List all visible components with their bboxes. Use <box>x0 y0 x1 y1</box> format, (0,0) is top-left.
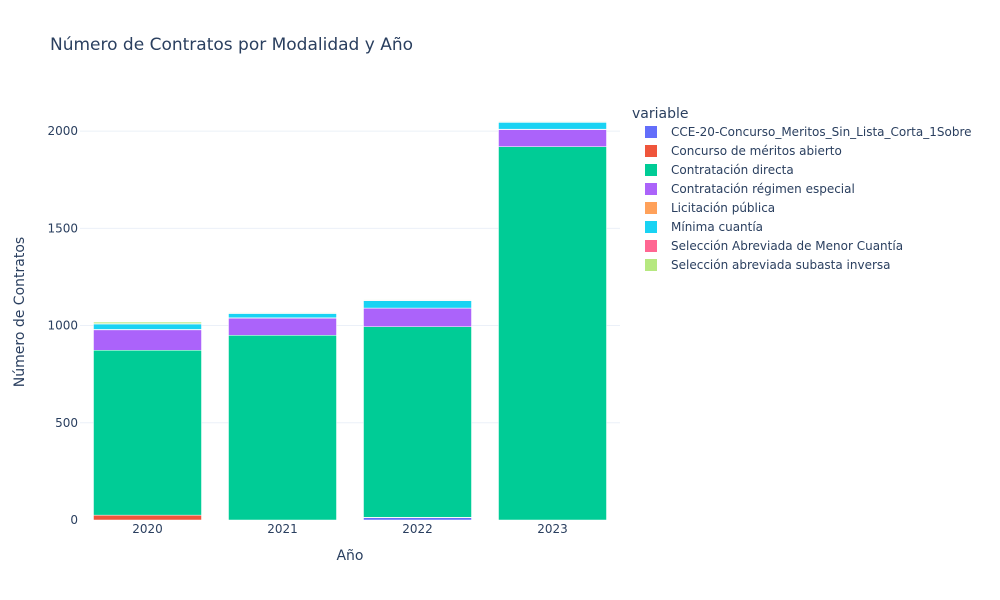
bar-segment <box>228 335 337 521</box>
x-tick-label: 2020 <box>132 522 163 536</box>
bar-segment <box>498 121 607 123</box>
bar-segment <box>93 321 202 324</box>
legend-swatch <box>645 183 657 195</box>
legend-label: Concurso de méritos abierto <box>671 144 842 158</box>
bar-segment <box>93 323 202 330</box>
legend-item[interactable]: Contratación régimen especial <box>645 182 855 196</box>
bar-segment <box>228 312 337 314</box>
legend-item[interactable]: Selección abreviada subasta inversa <box>645 258 891 272</box>
legend-item[interactable]: Mínima cuantía <box>645 220 763 234</box>
bar-segment <box>93 514 202 521</box>
y-tick-label: 500 <box>55 416 78 430</box>
bar-segment <box>228 313 337 319</box>
bar-segment <box>93 350 202 516</box>
y-tick-label: 0 <box>70 513 78 527</box>
legend-swatch <box>645 259 657 271</box>
legend-label: Mínima cuantía <box>671 220 763 234</box>
legend-label: Contratación régimen especial <box>671 182 855 196</box>
legend-label: CCE-20-Concurso_Meritos_Sin_Lista_Corta_… <box>671 125 972 139</box>
y-tick-label: 1500 <box>47 221 78 235</box>
legend-label: Licitación pública <box>671 201 775 215</box>
y-tick-label: 2000 <box>47 124 78 138</box>
legend-label: Selección Abreviada de Menor Cuantía <box>671 239 903 253</box>
legend-label: Contratación directa <box>671 163 794 177</box>
bar-segment <box>228 317 337 336</box>
legend-item[interactable]: Licitación pública <box>645 201 775 215</box>
bar-segment <box>363 299 472 301</box>
bar-segment <box>363 517 472 521</box>
bar-segment <box>93 329 202 351</box>
bar-segment <box>363 300 472 309</box>
y-axis-ticks: 0 500 1000 1500 2000 <box>47 124 78 527</box>
x-axis-ticks: 2020 2021 2022 2023 <box>132 522 568 536</box>
legend-title: variable <box>632 106 688 122</box>
bar-segment <box>498 146 607 521</box>
x-axis-title: Año <box>336 548 363 564</box>
x-tick-label: 2023 <box>537 522 568 536</box>
legend-item[interactable]: Contratación directa <box>645 163 794 177</box>
legend-swatch <box>645 145 657 157</box>
legend-item[interactable]: Selección Abreviada de Menor Cuantía <box>645 239 903 253</box>
bar-segment <box>498 122 607 130</box>
chart-title: Número de Contratos por Modalidad y Año <box>50 35 413 55</box>
bar-segment <box>498 129 607 147</box>
bar-segment <box>363 326 472 518</box>
legend-items: CCE-20-Concurso_Meritos_Sin_Lista_Corta_… <box>645 125 972 272</box>
bar-segment <box>363 308 472 327</box>
legend-item[interactable]: CCE-20-Concurso_Meritos_Sin_Lista_Corta_… <box>645 125 972 139</box>
legend-swatch <box>645 202 657 214</box>
legend-label: Selección abreviada subasta inversa <box>671 258 891 272</box>
legend-swatch <box>645 164 657 176</box>
x-tick-label: 2022 <box>402 522 433 536</box>
legend-swatch <box>645 221 657 233</box>
legend-item[interactable]: Concurso de méritos abierto <box>645 144 842 158</box>
y-axis-title: Número de Contratos <box>12 237 28 387</box>
y-tick-label: 1000 <box>47 319 78 333</box>
bars <box>93 121 607 521</box>
x-tick-label: 2021 <box>267 522 298 536</box>
legend-swatch <box>645 240 657 252</box>
legend: variable CCE-20-Concurso_Meritos_Sin_Lis… <box>632 106 972 272</box>
legend-swatch <box>645 126 657 138</box>
